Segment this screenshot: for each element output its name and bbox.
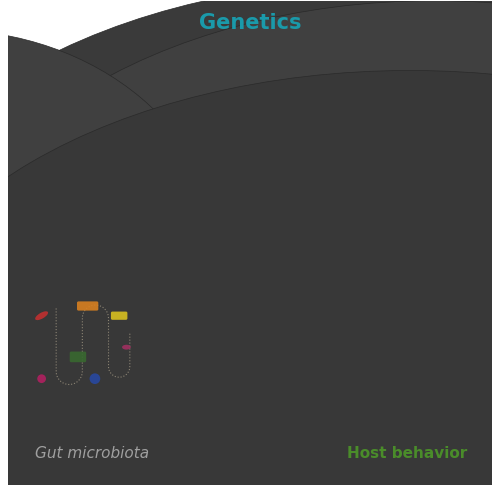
Circle shape (18, 282, 168, 432)
Ellipse shape (122, 345, 131, 349)
Ellipse shape (0, 0, 4, 151)
Circle shape (332, 282, 482, 432)
Text: Gut microbiota: Gut microbiota (36, 446, 150, 461)
Ellipse shape (35, 311, 48, 320)
FancyBboxPatch shape (111, 312, 128, 320)
Text: Genetics: Genetics (199, 13, 301, 33)
FancyBboxPatch shape (77, 301, 98, 311)
Ellipse shape (0, 70, 500, 486)
Text: Host behavior: Host behavior (348, 446, 468, 461)
Text: Gene-Microbiota-
Host phenotype
association: Gene-Microbiota- Host phenotype associat… (159, 207, 341, 279)
Circle shape (175, 32, 325, 182)
Ellipse shape (0, 30, 222, 486)
FancyBboxPatch shape (70, 351, 86, 362)
Ellipse shape (90, 373, 101, 384)
Ellipse shape (38, 374, 46, 383)
